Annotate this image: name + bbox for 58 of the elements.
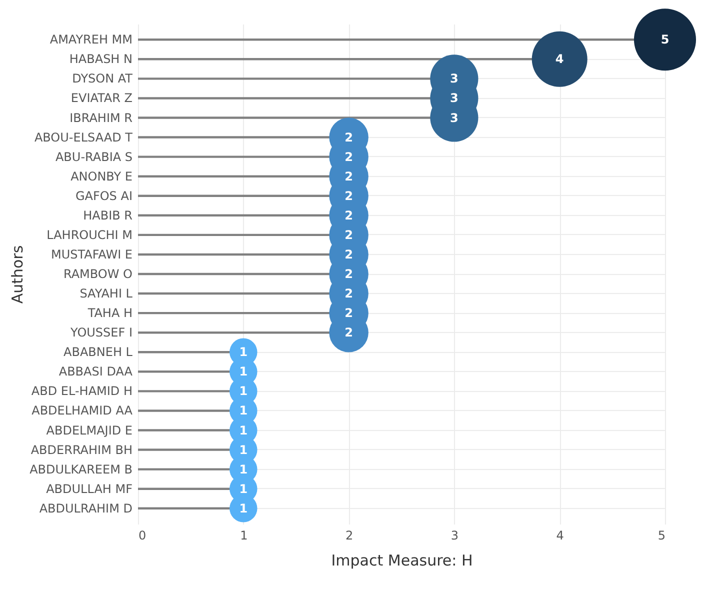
data-label: 1 — [239, 462, 248, 476]
y-tick-label: IBRAHIM R — [70, 110, 132, 125]
y-tick-label: GAFOS AI — [75, 188, 132, 203]
data-label: 1 — [239, 384, 248, 398]
x-tick-label: 2 — [345, 528, 354, 542]
y-axis-title: Authors — [8, 245, 27, 304]
x-tick-label: 5 — [658, 528, 666, 542]
data-label: 2 — [344, 228, 353, 242]
data-label: 2 — [344, 267, 353, 281]
data-label: 2 — [344, 326, 353, 340]
data-label: 2 — [344, 306, 353, 320]
y-tick-label: HABASH N — [69, 52, 132, 66]
data-label: 1 — [239, 482, 248, 496]
y-tick-label: ABBASI DAA — [58, 364, 134, 379]
x-tick-label: 4 — [556, 528, 564, 542]
data-label: 5 — [660, 32, 670, 47]
y-tick-label: YOUSSEF I — [70, 326, 132, 340]
y-tick-label: EVIATAR Z — [70, 91, 132, 106]
y-tick-label: ABDULLAH MF — [46, 482, 133, 496]
data-label: 3 — [450, 91, 458, 106]
data-label: 2 — [344, 169, 353, 184]
data-label: 2 — [344, 188, 353, 203]
y-tick-label: ABDERRAHIM BH — [30, 442, 132, 457]
y-tick-label: ABDULKAREEM B — [30, 462, 132, 476]
data-label: 1 — [239, 423, 248, 438]
data-label: 1 — [239, 364, 248, 379]
data-label: 2 — [344, 247, 353, 262]
y-tick-label: ANONBY E — [70, 169, 132, 184]
x-tick-label: 3 — [450, 528, 459, 542]
y-tick-label: ABDELMAJID E — [46, 423, 132, 438]
x-tick-label: 0 — [138, 528, 146, 542]
data-label: 3 — [450, 110, 458, 125]
y-tick-label: ABU-RABIA S — [55, 150, 132, 164]
data-label: 2 — [344, 208, 353, 222]
y-tick-label: ABOU-ELSAAD T — [34, 130, 134, 144]
y-tick-label: RAMBOW O — [63, 267, 132, 281]
data-label: 2 — [344, 150, 353, 164]
y-tick-label: TAHA H — [86, 306, 132, 320]
data-label: 4 — [555, 52, 564, 66]
y-tick-label: SAYAHI L — [80, 286, 133, 301]
data-label: 1 — [239, 442, 248, 457]
data-label: 1 — [239, 404, 248, 418]
y-tick-label: MUSTAFAWI E — [50, 247, 132, 262]
data-label: 1 — [239, 345, 248, 360]
y-tick-label: ABDULRAHIM D — [39, 501, 132, 516]
x-tick-label: 1 — [240, 528, 248, 542]
y-tick-label: ABDELHAMID AA — [32, 404, 134, 418]
y-tick-label: LAHROUCHI M — [46, 228, 132, 242]
x-axis-title: Impact Measure: H — [331, 552, 473, 570]
data-label: 3 — [450, 72, 458, 86]
y-tick-label: ABD EL-HAMID H — [31, 384, 132, 398]
data-label: 2 — [344, 130, 353, 144]
y-tick-label: HABIB R — [83, 208, 132, 222]
data-label: 1 — [239, 501, 248, 516]
data-label: 2 — [344, 286, 353, 301]
y-tick-label: DYSON AT — [72, 72, 134, 86]
y-tick-label: AMAYREH MM — [50, 32, 132, 47]
y-tick-label: ABABNEH L — [64, 345, 133, 360]
